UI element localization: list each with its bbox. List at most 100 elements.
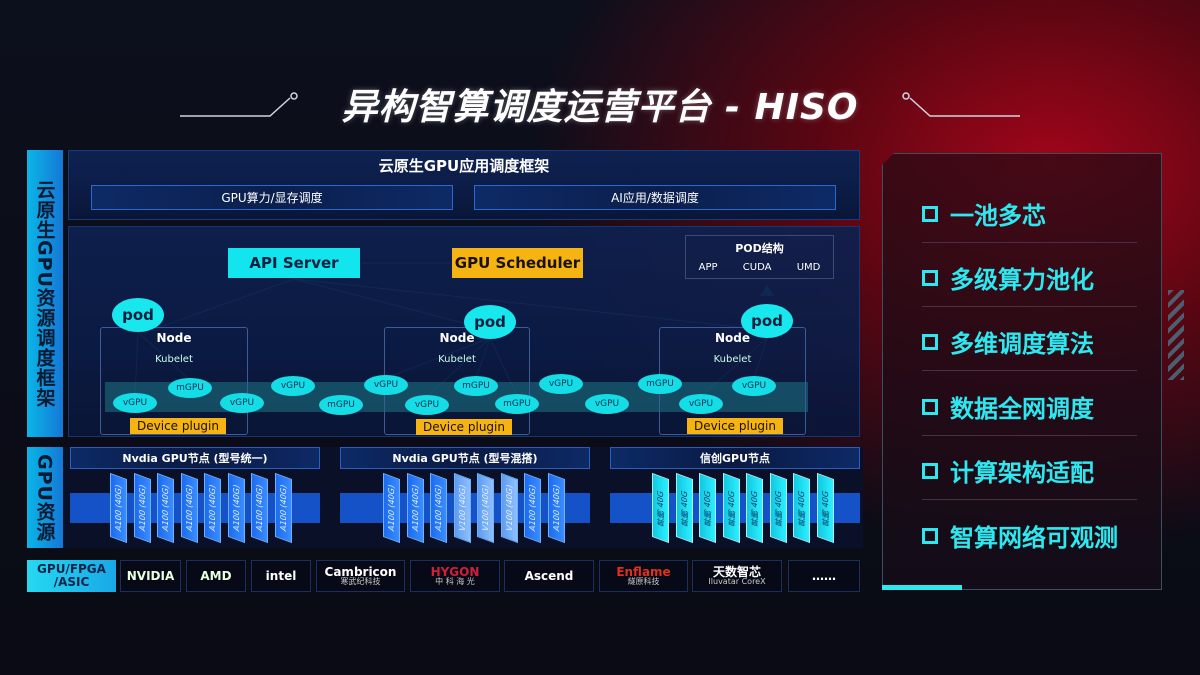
gpu-card-label: 昇腾 40G — [820, 488, 830, 528]
kubelet-label: Kubelet — [713, 354, 752, 365]
vendor-name: NVIDIA — [126, 568, 175, 583]
node-label: Node — [714, 331, 750, 345]
gpu-node-title: Nvdia GPU节点 (型号混搭) — [340, 447, 590, 469]
square-bullet-icon — [922, 527, 938, 544]
feature-item: 多维调度算法 — [922, 324, 1094, 359]
feature-label: 数据全网调度 — [950, 395, 1094, 423]
mgpu-unit: mGPU — [319, 395, 363, 415]
gpu-card: 昇腾 40G — [746, 472, 763, 544]
gpu-card-label: A100 (40G) — [114, 483, 123, 533]
gpu-card: A100 (40G) — [180, 472, 198, 544]
vendor-logo-5: Ascend — [504, 560, 594, 592]
pod: pod — [464, 305, 516, 339]
node-box: Node Kubelet — [100, 327, 248, 435]
vendor-logo-3: Cambricon 寒武纪科技 — [316, 560, 405, 592]
gpu-card: 昇腾 40G — [816, 472, 834, 544]
gpu-card-label: 昇腾 40G — [750, 488, 759, 528]
vendor-name: 天数智芯 — [712, 564, 761, 579]
vendor-logo-8: …… — [788, 560, 860, 592]
vgpu-unit: vGPU — [732, 376, 776, 396]
device-plugin-label: Device plugin — [687, 418, 783, 434]
sub-box-ai-scheduling: AI应用/数据调度 — [474, 185, 836, 210]
vendor-sub: Iluvatar CoreX — [708, 577, 766, 587]
vgpu-unit: vGPU — [364, 375, 408, 395]
panel-stripes — [1168, 290, 1184, 380]
gpu-card-label: A100 (40G) — [208, 483, 217, 533]
gpu-card: 昇腾 40G — [769, 472, 787, 544]
gpu-card-label: 昇腾 40G — [703, 488, 712, 528]
gpu-card-label: V100 (40G) — [457, 483, 467, 533]
gpu-card: A100 (40G) — [383, 472, 400, 544]
feature-label: 多维调度算法 — [950, 330, 1094, 358]
gpu-card-label: A100 (40G) — [255, 483, 264, 533]
divider — [922, 306, 1137, 307]
gpu-card: A100 (40G) — [524, 472, 541, 544]
panel-accent — [882, 585, 962, 590]
mgpu-unit: mGPU — [495, 394, 539, 414]
gpu-card: A100 (40G) — [547, 472, 565, 544]
gpu-card-label: V100 (40G) — [481, 483, 490, 533]
gpu-card: A100 (40G) — [204, 472, 221, 544]
vendor-name: Cambricon — [324, 564, 397, 579]
gpu-card-label: 昇腾 40G — [773, 488, 783, 528]
gpu-card: 昇腾 40G — [722, 472, 740, 544]
gpu-card: A100 (40G) — [430, 472, 447, 544]
gpu-card: A100 (40G) — [157, 472, 174, 544]
gpu-card-label: A100 (40G) — [161, 483, 170, 533]
vendor-logo-7: 天数智芯 Iluvatar CoreX — [692, 560, 782, 592]
features-panel — [882, 153, 1162, 590]
pod-structure-box: POD结构 APP CUDA UMD — [685, 235, 834, 279]
divider — [922, 370, 1137, 371]
vendor-sub: 寒武纪科技 — [340, 577, 381, 587]
gpu-card: A100 (40G) — [406, 472, 424, 544]
feature-item: 数据全网调度 — [922, 389, 1094, 424]
pod-structure-item: APP — [698, 262, 718, 273]
vgpu-unit: vGPU — [220, 393, 264, 413]
gpu-node-title: 信创GPU节点 — [610, 447, 860, 469]
gpu-card: 昇腾 40G — [675, 472, 693, 544]
pod: pod — [112, 298, 164, 332]
device-plugin-label: Device plugin — [416, 419, 512, 435]
page-title: 异构智算调度运营平台 - HISO — [341, 87, 859, 128]
gpu-card-label: 昇腾 40G — [656, 488, 665, 528]
vendor-logo-0: NVIDIA — [120, 560, 181, 592]
gpu-node-title: Nvdia GPU节点 (型号统一) — [70, 447, 320, 469]
vendor-logo-4: HYGON 中 科 海 光 — [410, 560, 500, 592]
vgpu-unit: vGPU — [585, 394, 629, 414]
square-bullet-icon — [922, 398, 938, 415]
gpu-card: 昇腾 40G — [652, 472, 669, 544]
vendor-name: Ascend — [524, 568, 574, 583]
feature-label: 智算网络可观测 — [950, 524, 1118, 552]
gpu-card-label: A100 (40G) — [278, 483, 288, 533]
vendor-sub: 中 科 海 光 — [435, 577, 475, 587]
vendor-logo-6: Enflame 燧原科技 — [599, 560, 688, 592]
gpu-card: A100 (40G) — [110, 472, 127, 544]
feature-label: 一池多芯 — [950, 202, 1046, 230]
vendor-name: intel — [265, 568, 297, 583]
side-label-resources: GPU资源 — [27, 447, 63, 548]
gpu-card-label: A100 (40G) — [231, 483, 241, 533]
gpu-card-label: A100 (40G) — [387, 483, 396, 533]
vendor-name: AMD — [200, 568, 232, 583]
kubelet-label: Kubelet — [155, 354, 193, 365]
vendor-name: …… — [812, 568, 836, 583]
gpu-card-label: 昇腾 40G — [679, 488, 689, 528]
pod: pod — [741, 304, 793, 338]
mgpu-unit: mGPU — [454, 376, 498, 396]
feature-item: 多级算力池化 — [922, 260, 1094, 295]
gpu-card: V100 (40G) — [453, 472, 471, 544]
gpu-card: A100 (40G) — [251, 472, 268, 544]
gpu-card: A100 (40G) — [274, 472, 292, 544]
sub-box-gpu-scheduling: GPU算力/显存调度 — [91, 185, 453, 210]
device-plugin-label: Device plugin — [130, 418, 226, 434]
gpu-card-label: V100 (40G) — [504, 483, 514, 533]
gpu-card: A100 (40G) — [133, 472, 151, 544]
gpu-card: V100 (40G) — [477, 472, 494, 544]
framework-heading: 云原生GPU应用调度框架 — [378, 157, 550, 175]
vendor-sub: 燧原科技 — [627, 577, 660, 587]
vendor-name: Enflame — [616, 564, 671, 579]
side-label-framework: 云原生GPU资源调度框架 — [27, 150, 63, 437]
gpu-card: V100 (40G) — [500, 472, 518, 544]
api-server-box: API Server — [228, 248, 360, 278]
kubelet-label: Kubelet — [438, 354, 476, 365]
